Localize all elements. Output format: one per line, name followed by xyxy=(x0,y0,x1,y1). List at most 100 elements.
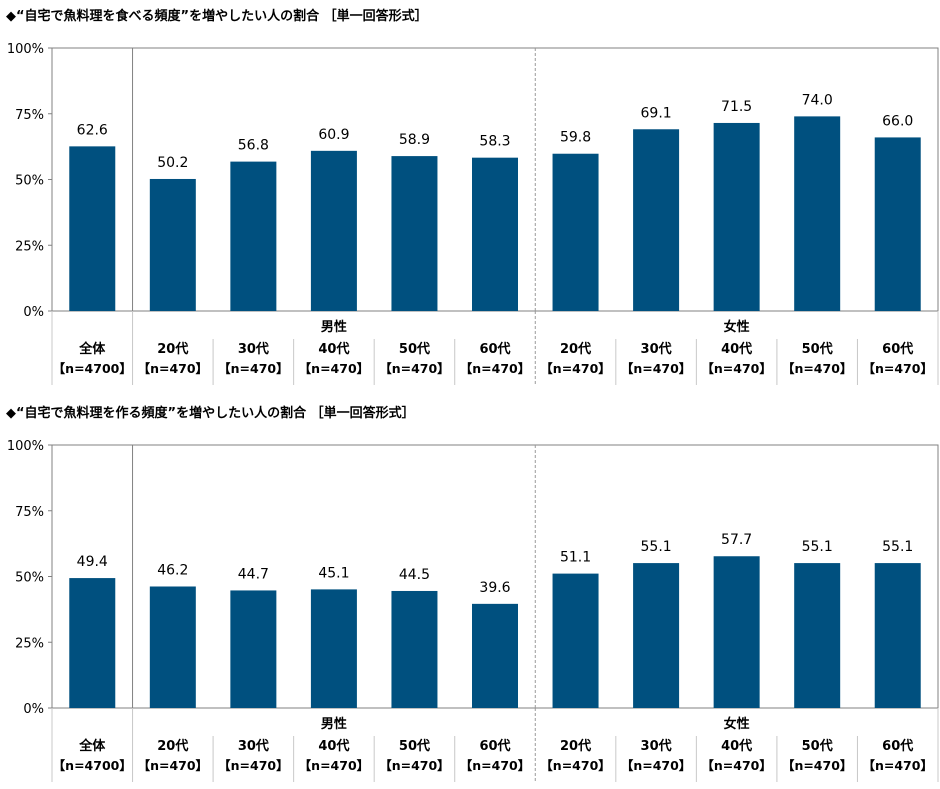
sample-size-label: 【n=470】 xyxy=(701,758,771,773)
category-label: 20代 xyxy=(157,341,188,357)
value-label: 58.3 xyxy=(479,134,510,150)
value-label: 45.1 xyxy=(318,565,349,581)
category-label: 50代 xyxy=(399,341,430,357)
chart-2: 0% 25% 50% 75% 100% 49.4 46.2 44.7 45.1 44.5 39.6 5… xyxy=(0,397,940,789)
bar xyxy=(391,156,438,311)
group-label-female: 女性 xyxy=(724,716,750,732)
category-label: 30代 xyxy=(238,341,269,357)
value-label: 44.5 xyxy=(399,567,430,583)
category-label: 30代 xyxy=(641,738,672,754)
sample-size-label: 【n=4700】 xyxy=(53,361,132,376)
chart-1: 0% 25% 50% 75% 100% 62.6 50.2 56.8 60.9 58.9 58.3 5… xyxy=(0,0,940,392)
value-label: 69.1 xyxy=(641,105,672,121)
bar xyxy=(633,563,680,708)
category-label: 全体 xyxy=(78,341,106,357)
y-tick-label: 100% xyxy=(7,42,44,57)
bar xyxy=(69,146,116,311)
y-tick-label: 50% xyxy=(15,571,44,586)
category-label: 40代 xyxy=(721,341,752,357)
category-label: 20代 xyxy=(157,738,188,754)
group-label-male: 男性 xyxy=(321,716,347,732)
y-tick-label: 75% xyxy=(15,505,44,520)
category-label: 60代 xyxy=(882,738,913,754)
value-label: 71.5 xyxy=(721,99,752,115)
value-label: 66.0 xyxy=(882,113,913,129)
sample-size-label: 【n=470】 xyxy=(782,758,852,773)
category-label: 50代 xyxy=(399,738,430,754)
value-label: 59.8 xyxy=(560,130,591,146)
category-label: 60代 xyxy=(882,341,913,357)
value-label: 49.4 xyxy=(77,554,108,570)
value-label: 55.1 xyxy=(641,539,672,555)
group-label-female: 女性 xyxy=(724,319,750,335)
sample-size-label: 【n=470】 xyxy=(621,758,691,773)
sample-size-label: 【n=470】 xyxy=(218,758,288,773)
category-label: 60代 xyxy=(479,738,510,754)
bar xyxy=(794,563,841,708)
group-label-male: 男性 xyxy=(321,319,347,335)
y-tick-label: 100% xyxy=(7,439,44,454)
bar xyxy=(230,590,277,708)
sample-size-label: 【n=470】 xyxy=(299,361,369,376)
bar xyxy=(149,586,196,708)
bar xyxy=(874,137,921,311)
value-label: 44.7 xyxy=(238,566,269,582)
sample-size-label: 【n=470】 xyxy=(540,361,610,376)
category-label: 40代 xyxy=(721,738,752,754)
y-tick-label: 50% xyxy=(15,174,44,189)
sample-size-label: 【n=470】 xyxy=(218,361,288,376)
bar xyxy=(552,153,599,311)
sample-size-label: 【n=470】 xyxy=(460,758,530,773)
value-label: 55.1 xyxy=(802,539,833,555)
value-label: 50.2 xyxy=(157,155,188,171)
sample-size-label: 【n=4700】 xyxy=(53,758,132,773)
category-label: 50代 xyxy=(802,341,833,357)
bar xyxy=(552,573,599,708)
sample-size-label: 【n=470】 xyxy=(379,361,449,376)
y-tick-label: 0% xyxy=(23,702,44,717)
bar xyxy=(310,150,357,311)
bar xyxy=(472,603,518,708)
bar xyxy=(69,578,116,708)
sample-size-label: 【n=470】 xyxy=(701,361,771,376)
sample-size-label: 【n=470】 xyxy=(379,758,449,773)
chart-1-title: ◆“自宅で魚料理を食べる頻度”を増やしたい人の割合 ［単一回答形式］ xyxy=(6,9,428,24)
bar xyxy=(713,556,760,708)
value-label: 39.6 xyxy=(479,580,510,596)
category-label: 40代 xyxy=(318,341,349,357)
value-label: 74.0 xyxy=(802,92,833,108)
value-label: 51.1 xyxy=(560,550,591,566)
sample-size-label: 【n=470】 xyxy=(621,361,691,376)
bar xyxy=(713,122,760,311)
sample-size-label: 【n=470】 xyxy=(862,758,932,773)
bar xyxy=(391,590,438,708)
category-label: 20代 xyxy=(560,341,591,357)
bar xyxy=(794,116,841,311)
sample-size-label: 【n=470】 xyxy=(299,758,369,773)
category-label: 40代 xyxy=(318,738,349,754)
category-label: 30代 xyxy=(238,738,269,754)
bar xyxy=(472,157,518,311)
bar xyxy=(633,129,680,311)
y-tick-label: 25% xyxy=(15,636,44,651)
bar xyxy=(874,563,921,708)
sample-size-label: 【n=470】 xyxy=(782,361,852,376)
category-label: 全体 xyxy=(78,738,106,754)
sample-size-label: 【n=470】 xyxy=(540,758,610,773)
value-label: 62.6 xyxy=(77,122,108,138)
value-label: 60.9 xyxy=(318,127,349,143)
sample-size-label: 【n=470】 xyxy=(460,361,530,376)
sample-size-label: 【n=470】 xyxy=(138,758,208,773)
y-tick-label: 0% xyxy=(23,305,44,320)
sample-size-label: 【n=470】 xyxy=(138,361,208,376)
category-label: 30代 xyxy=(641,341,672,357)
y-tick-label: 75% xyxy=(15,108,44,123)
chart-2-title: ◆“自宅で魚料理を作る頻度”を増やしたい人の割合 ［単一回答形式］ xyxy=(6,406,415,421)
chart-2-plot: 0% 25% 50% 75% 100% 49.4 46.2 44.7 45.1 44.5 39.6 5… xyxy=(7,439,939,782)
category-label: 60代 xyxy=(479,341,510,357)
category-label: 20代 xyxy=(560,738,591,754)
value-label: 55.1 xyxy=(882,539,913,555)
y-tick-label: 25% xyxy=(15,239,44,254)
category-label: 50代 xyxy=(802,738,833,754)
value-label: 56.8 xyxy=(238,138,269,154)
